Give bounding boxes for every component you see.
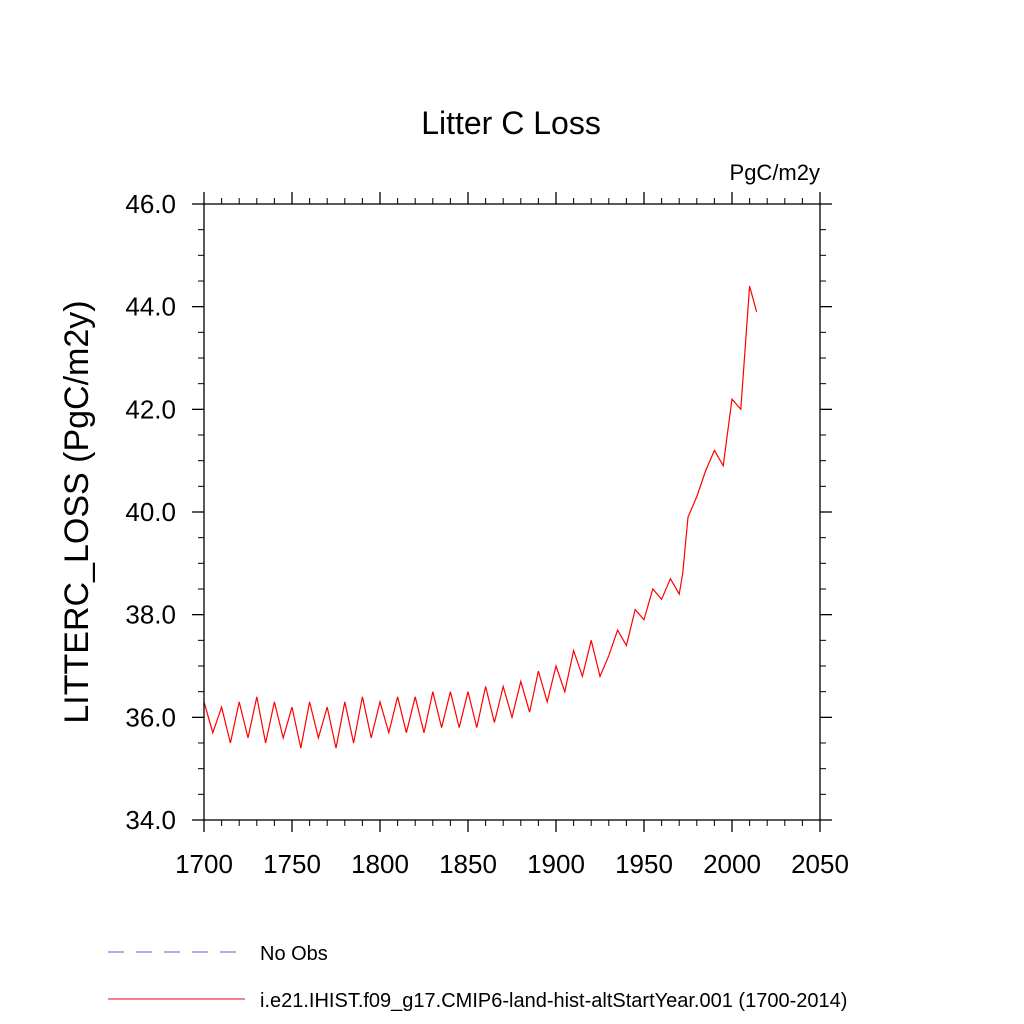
x-tick-label: 1750 xyxy=(263,849,321,879)
units-label: PgC/m2y xyxy=(730,160,820,185)
legend-label: No Obs xyxy=(260,943,328,965)
y-tick-label: 34.0 xyxy=(125,805,176,835)
x-tick-label: 1800 xyxy=(351,849,409,879)
y-tick-label: 38.0 xyxy=(125,600,176,630)
x-axis: 1700 1750 1800 1850 1900 1950 2000 2050 xyxy=(175,192,849,879)
x-tick-label: 2000 xyxy=(703,849,761,879)
y-tick-label: 42.0 xyxy=(125,394,176,424)
legend: No Obs i.e21.IHIST.f09_g17.CMIP6-land-his… xyxy=(108,943,847,1012)
series-layer xyxy=(203,285,758,749)
y-axis-label: LITTERC_LOSS (PgC/m2y) xyxy=(58,300,96,723)
x-tick-label: 1900 xyxy=(527,849,585,879)
x-tick-label: 1700 xyxy=(175,849,233,879)
y-tick-label: 40.0 xyxy=(125,497,176,527)
y-tick-label: 46.0 xyxy=(125,189,176,219)
x-tick-label: 1950 xyxy=(615,849,673,879)
series-line-1 xyxy=(203,285,758,749)
legend-label: i.e21.IHIST.f09_g17.CMIP6-land-hist-altS… xyxy=(260,990,847,1012)
y-tick-label: 36.0 xyxy=(125,702,176,732)
y-tick-label: 44.0 xyxy=(125,292,176,322)
plot-area: 1700 1750 1800 1850 1900 1950 2000 2050 34.0 36.… xyxy=(125,189,849,879)
x-tick-label: 1850 xyxy=(439,849,497,879)
x-tick-label: 2050 xyxy=(791,849,849,879)
chart-title: Litter C Loss xyxy=(421,105,601,141)
y-axis: 34.0 36.0 38.0 40.0 42.0 44.0 46.0 xyxy=(125,189,832,835)
